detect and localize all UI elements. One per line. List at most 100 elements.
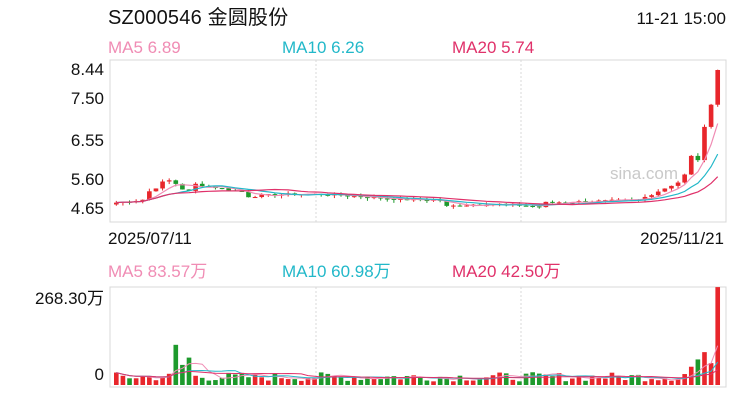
watermark: sina.com	[609, 164, 678, 183]
volume-bar	[312, 378, 317, 385]
candle-body	[530, 205, 535, 207]
volume-bar	[199, 377, 205, 385]
volume-bar	[669, 380, 674, 385]
volume-bar	[470, 380, 476, 385]
volume-bar	[371, 378, 377, 385]
volume-bar	[338, 376, 344, 385]
volume-bar	[160, 377, 165, 385]
volume-bar	[563, 381, 569, 385]
volume-bar	[682, 374, 687, 385]
volume-frame	[109, 286, 727, 388]
volume-bar	[239, 372, 245, 385]
candle-body	[226, 188, 231, 191]
volume-bar	[140, 376, 146, 385]
volume-bar	[398, 379, 403, 385]
volume-bar	[536, 373, 542, 385]
volume-bar	[503, 373, 509, 385]
price-frame	[109, 59, 727, 223]
candle-body	[186, 189, 192, 191]
candle-body	[193, 183, 198, 191]
candle-body	[166, 180, 172, 182]
volume-bar	[530, 372, 535, 385]
price-ma20-label: MA20 5.74	[452, 38, 535, 57]
volume-bar	[543, 374, 549, 385]
volume-bar	[603, 378, 608, 385]
candle-body	[140, 199, 146, 201]
volume-ma20-line	[116, 369, 718, 379]
volume-bar	[649, 379, 654, 385]
candle-body	[536, 206, 542, 208]
candle-body	[365, 197, 370, 199]
volume-bar	[589, 375, 595, 385]
x-end-label: 2025/11/21	[640, 229, 724, 248]
volume-bar	[180, 364, 185, 385]
vol-ma10-label: MA10 60.98万	[282, 262, 391, 281]
volume-bar	[365, 376, 370, 385]
candle-body	[649, 195, 654, 197]
timestamp: 11-21 15:00	[636, 9, 726, 28]
volume-bar	[497, 372, 502, 385]
volume-bar	[404, 375, 410, 385]
price-ma10-label: MA10 6.26	[282, 38, 365, 57]
vol-ma20-label: MA20 42.50万	[452, 262, 561, 281]
price-ma10-line	[116, 153, 719, 206]
candle-body	[371, 197, 377, 199]
candle-body	[451, 205, 456, 207]
volume-bar	[147, 376, 152, 385]
candle-body	[173, 180, 179, 184]
price-y-tick: 5.60	[70, 170, 104, 189]
vol-ma5-label: MA5 83.57万	[108, 262, 208, 281]
volume-bar	[272, 373, 278, 385]
candle-body	[464, 205, 469, 207]
volume-bar	[596, 377, 602, 385]
volume-bar	[675, 379, 681, 385]
volume-bar	[702, 352, 707, 385]
volume-bar	[325, 373, 331, 385]
volume-bar	[206, 380, 212, 385]
volume-bar	[345, 380, 350, 385]
candle-body	[252, 197, 258, 199]
volume-bar	[120, 375, 126, 385]
candle-body	[153, 188, 159, 192]
volume-bar	[550, 376, 555, 385]
candle-body	[695, 155, 701, 161]
volume-bar	[655, 380, 661, 385]
volume-bar	[384, 376, 390, 385]
volume-bar	[431, 381, 436, 385]
volume-bar	[490, 375, 496, 385]
price-y-tick: 8.44	[70, 60, 104, 79]
volume-bar	[484, 377, 489, 385]
volume-bar	[232, 374, 238, 385]
volume-bar	[285, 379, 291, 385]
volume-bar	[318, 372, 324, 385]
candle-body	[682, 174, 687, 183]
candle-body	[609, 199, 615, 201]
candle-body	[325, 194, 331, 196]
volume-bar	[219, 377, 225, 385]
candle-body	[642, 196, 648, 200]
candle-body	[259, 194, 265, 198]
volume-bar	[213, 380, 218, 385]
volume-bar	[378, 379, 383, 385]
candle-body	[180, 183, 185, 190]
candle-body	[702, 126, 707, 161]
candle-body	[457, 205, 463, 207]
volume-bar	[246, 377, 251, 385]
candle-body	[550, 201, 555, 203]
volume-bar	[629, 375, 635, 385]
volume-bar	[622, 380, 628, 385]
price-y-tick: 6.55	[70, 131, 104, 150]
price-ma5-line	[116, 123, 719, 207]
volume-ma5-line	[116, 345, 719, 381]
volume-bar	[444, 377, 450, 385]
volume-bar	[133, 378, 139, 385]
vol-y-tick: 268.30万	[35, 289, 104, 308]
candle-body	[662, 188, 668, 192]
volume-bar	[193, 375, 198, 385]
candle-body	[358, 196, 364, 198]
volume-bar	[127, 378, 132, 385]
volume-bar	[517, 381, 522, 385]
volume-bar	[510, 379, 516, 385]
volume-bar	[266, 380, 271, 385]
